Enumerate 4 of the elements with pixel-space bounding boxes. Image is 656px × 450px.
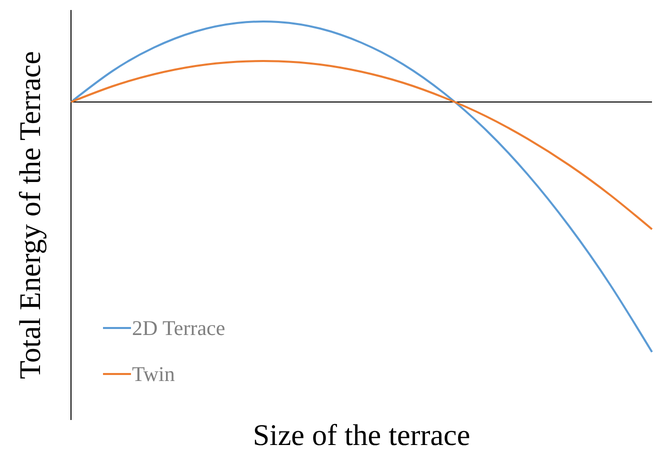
y-axis-title: Total Energy of the Terrace (14, 51, 47, 379)
x-axis-title: Size of the terrace (252, 419, 470, 450)
legend-label: Twin (132, 362, 176, 386)
legend-label: 2D Terrace (132, 316, 226, 340)
